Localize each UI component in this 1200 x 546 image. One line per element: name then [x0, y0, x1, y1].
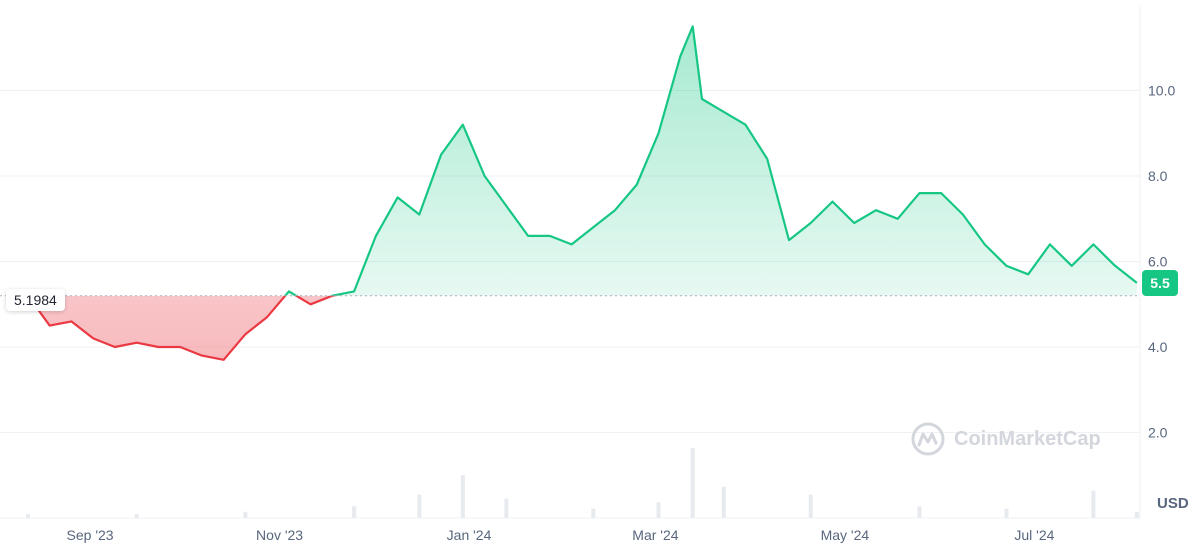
current-price-label: 5.5: [1150, 275, 1170, 291]
x-tick-label: Mar '24: [632, 527, 678, 543]
coinmarketcap-logo-icon: [911, 422, 945, 456]
x-tick-label: Jul '24: [1014, 527, 1054, 543]
volume-bar: [134, 514, 139, 518]
volume-bar: [417, 494, 422, 518]
x-tick-label: Sep '23: [67, 527, 114, 543]
y-tick-label: 10.0: [1148, 83, 1175, 99]
volume-bar: [460, 475, 465, 518]
volume-bar: [1004, 508, 1009, 518]
volume-bar: [1134, 511, 1139, 518]
price-line-down: [27, 295, 338, 361]
currency-label: USD: [1157, 495, 1189, 512]
volume-bar: [1091, 490, 1096, 518]
volume-bar: [721, 486, 726, 518]
x-tick-label: May '24: [821, 527, 870, 543]
y-tick-label: 2.0: [1148, 425, 1168, 441]
price-area-up: [28, 26, 1137, 296]
baseline-price-label: 5.1984: [14, 292, 57, 308]
x-axis-ticks: Sep '23 Nov '23 Jan '24 Mar '24 May '24 Jul '…: [67, 527, 1055, 543]
volume-bars: [25, 447, 1139, 518]
volume-bar: [690, 447, 695, 518]
price-line: [0, 25, 1140, 361]
price-area-down: [28, 295, 1137, 360]
price-area: [28, 26, 1137, 360]
volume-bar: [917, 506, 922, 518]
price-line-up: [27, 25, 1138, 296]
x-tick-label: Jan '24: [447, 527, 492, 543]
volume-bar: [352, 506, 357, 518]
y-tick-label: 4.0: [1148, 339, 1168, 355]
y-tick-label: 6.0: [1148, 254, 1168, 270]
coinmarketcap-watermark: CoinMarketCap: [910, 421, 1101, 457]
current-price-badge: 5.5: [1142, 270, 1178, 296]
watermark-text: CoinMarketCap: [954, 427, 1101, 450]
volume-bar: [243, 511, 248, 518]
x-tick-label: Nov '23: [256, 527, 303, 543]
volume-bar: [591, 508, 596, 518]
volume-bar: [504, 498, 509, 518]
volume-bar: [656, 502, 661, 518]
volume-bar: [25, 514, 30, 518]
baseline-price-badge: 5.1984: [6, 289, 65, 311]
volume-bar: [808, 494, 813, 518]
y-axis-ticks: 2.0 4.0 6.0 8.0 10.0: [1148, 83, 1175, 441]
y-tick-label: 8.0: [1148, 168, 1168, 184]
